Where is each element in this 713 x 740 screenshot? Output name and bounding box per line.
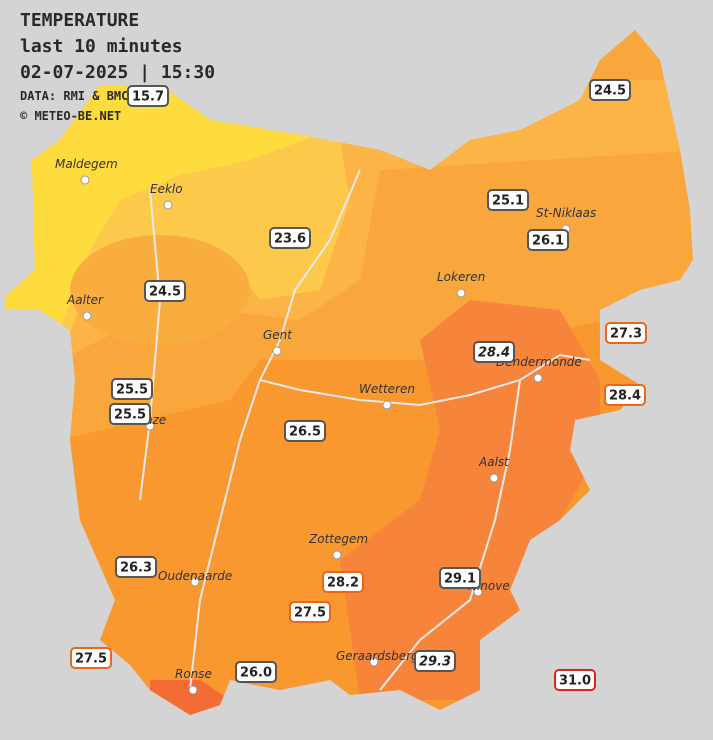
header-source: DATA: RMI & BMCB — [20, 89, 136, 103]
station-box — [605, 322, 647, 344]
station-value: 23.6 — [274, 232, 306, 247]
city-label: Aalter — [66, 293, 104, 307]
station-value: 27.5 — [294, 606, 326, 621]
station-value: 24.5 — [149, 285, 181, 300]
station-box — [127, 85, 169, 107]
station-value: 15.7 — [132, 90, 164, 105]
station-value: 31.0 — [559, 674, 591, 689]
header-title: TEMPERATURE — [20, 10, 139, 31]
city-dot — [188, 685, 198, 695]
city-label: Geraardsbergen — [336, 649, 434, 663]
station-value: 27.3 — [610, 327, 642, 342]
station-value: 25.1 — [492, 194, 524, 209]
city-dot — [163, 200, 173, 210]
city-dot — [272, 346, 282, 356]
city-label: Maldegem — [55, 157, 118, 171]
station-box — [235, 661, 277, 683]
station-box — [111, 378, 153, 400]
city-dot — [369, 657, 379, 667]
header-datetime: 02-07-2025 | 15:30 — [20, 62, 215, 83]
station-box — [439, 567, 481, 589]
city-label: Oudenaarde — [158, 569, 232, 583]
station-value: 29.3 — [419, 655, 451, 670]
station-box — [322, 571, 364, 593]
station-value: 29.1 — [444, 572, 476, 587]
city-dot — [332, 550, 342, 560]
city-label: Aalst — [478, 455, 510, 469]
city-dot — [190, 577, 200, 587]
station-box — [554, 669, 596, 691]
city-label: Lokeren — [437, 270, 485, 284]
city-label: Dendermonde — [496, 355, 582, 369]
station-box — [144, 280, 186, 302]
station-box — [109, 403, 151, 425]
city-label: Zottegem — [308, 532, 368, 546]
city-dot — [82, 311, 92, 321]
station-value: 27.5 — [75, 652, 107, 667]
city-dot — [456, 288, 466, 298]
station-box — [487, 189, 529, 211]
rivers — [139, 169, 591, 691]
station-value: 28.4 — [478, 346, 510, 361]
station-value: 28.4 — [609, 389, 641, 404]
station-box — [284, 420, 326, 442]
city-dot — [489, 473, 499, 483]
station-value: 26.5 — [289, 425, 321, 440]
station-value: 26.3 — [120, 561, 152, 576]
station-value: 25.5 — [114, 408, 146, 423]
city-label: Gent — [263, 328, 293, 342]
station-box — [269, 227, 311, 249]
station-value: 25.5 — [116, 383, 148, 398]
station-box — [289, 601, 331, 623]
header-subtitle: last 10 minutes — [20, 36, 183, 57]
station-box — [527, 229, 569, 251]
station-box — [414, 650, 456, 672]
station-value: 26.0 — [240, 666, 272, 681]
city-label: Eeklo — [150, 182, 183, 196]
station-value: 24.5 — [594, 84, 626, 99]
station-value: 26.1 — [532, 234, 564, 249]
city-label: Ronse — [175, 667, 212, 681]
station-box — [604, 384, 646, 406]
city-label: Wetteren — [359, 382, 415, 396]
station-box — [115, 556, 157, 578]
city-label: St-Niklaas — [536, 206, 596, 220]
station-box — [589, 79, 631, 101]
header-copyright: © METEO-BE.NET — [20, 109, 121, 123]
city-dot — [80, 175, 90, 185]
station-value: 28.2 — [327, 576, 359, 591]
city-dot — [382, 400, 392, 410]
station-box — [473, 341, 515, 363]
station-box — [70, 647, 112, 669]
city-dot — [533, 373, 543, 383]
